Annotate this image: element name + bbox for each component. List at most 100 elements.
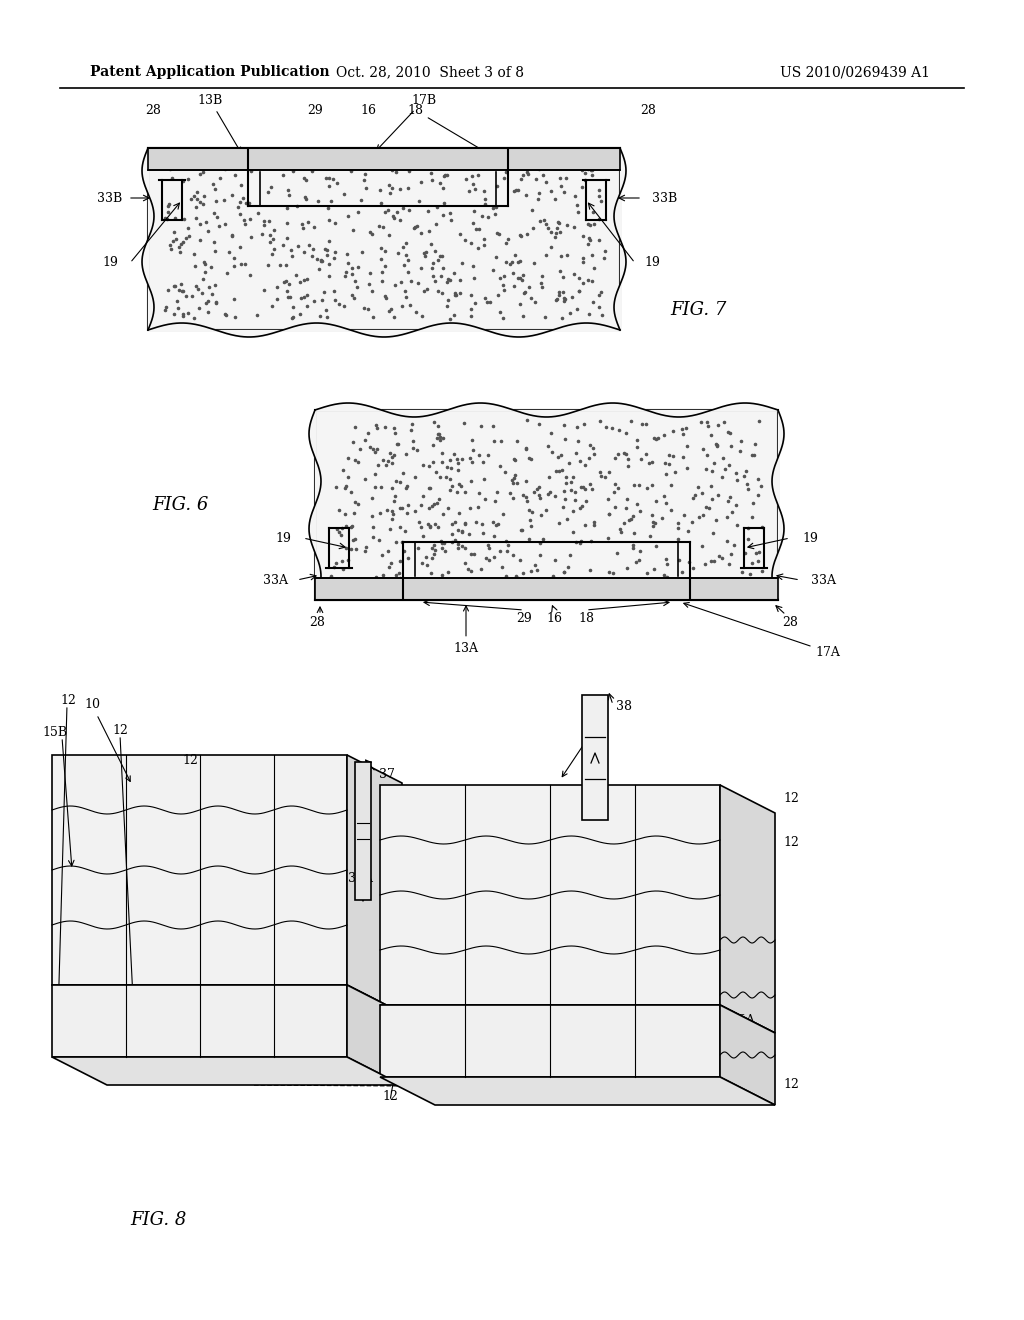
Point xyxy=(478,290,495,312)
Point xyxy=(594,304,610,325)
Point xyxy=(151,945,167,966)
Point xyxy=(519,975,536,997)
Point xyxy=(426,891,442,912)
Point xyxy=(690,803,707,824)
Point xyxy=(420,1043,436,1064)
Point xyxy=(507,246,523,267)
Point xyxy=(160,801,176,822)
Point xyxy=(105,900,122,921)
Point xyxy=(325,168,341,189)
Point xyxy=(702,550,719,572)
Point xyxy=(377,201,393,222)
Point xyxy=(489,787,506,808)
Point xyxy=(536,886,552,907)
Point xyxy=(625,506,641,527)
Point xyxy=(367,463,383,484)
Point xyxy=(474,1045,490,1067)
Point xyxy=(336,183,352,205)
Point xyxy=(285,160,301,181)
Point xyxy=(241,832,257,853)
Point xyxy=(390,1024,407,1045)
Point xyxy=(657,879,674,900)
Point xyxy=(499,540,515,561)
Point xyxy=(558,466,574,487)
Polygon shape xyxy=(347,755,402,1012)
Point xyxy=(327,242,343,263)
Point xyxy=(323,942,339,964)
Point xyxy=(249,795,265,816)
Point xyxy=(573,495,590,516)
Point xyxy=(133,911,150,932)
Point xyxy=(651,879,668,900)
Point xyxy=(292,304,308,325)
Point xyxy=(507,921,523,942)
Point xyxy=(591,296,607,317)
Point xyxy=(451,473,467,494)
Point xyxy=(169,958,185,979)
Point xyxy=(445,304,462,325)
Point xyxy=(532,504,549,525)
Point xyxy=(309,248,326,269)
Point xyxy=(287,768,303,789)
Point xyxy=(426,883,442,904)
Point xyxy=(626,475,642,496)
Point xyxy=(269,994,286,1015)
Point xyxy=(521,276,538,297)
Point xyxy=(193,191,209,213)
Point xyxy=(578,1039,594,1060)
Point xyxy=(136,825,153,846)
Point xyxy=(654,936,671,957)
Point xyxy=(73,800,89,821)
Point xyxy=(605,1049,622,1071)
Point xyxy=(268,846,285,867)
Point xyxy=(399,1045,416,1067)
Point xyxy=(125,998,141,1019)
Point xyxy=(420,201,436,222)
Point xyxy=(85,768,101,789)
Point xyxy=(688,1038,705,1059)
Point xyxy=(700,498,717,519)
Text: 12: 12 xyxy=(182,754,198,767)
Point xyxy=(547,227,563,248)
Point xyxy=(510,887,526,908)
Point xyxy=(695,814,712,836)
Point xyxy=(326,556,342,577)
Point xyxy=(612,519,629,540)
Point xyxy=(260,182,276,203)
Text: 33A: 33A xyxy=(262,573,288,586)
Point xyxy=(528,840,545,861)
Point xyxy=(693,412,710,433)
Point xyxy=(215,912,231,933)
Point xyxy=(437,1043,454,1064)
Point xyxy=(600,799,616,820)
Point xyxy=(390,850,407,871)
Point xyxy=(620,447,636,469)
Point xyxy=(189,279,206,300)
Point xyxy=(499,829,515,850)
Point xyxy=(195,758,211,779)
Point xyxy=(514,520,530,541)
Point xyxy=(381,301,397,322)
Bar xyxy=(148,148,620,170)
Point xyxy=(372,502,388,523)
Point xyxy=(594,841,610,862)
Point xyxy=(189,828,206,849)
Point xyxy=(177,227,194,248)
Point xyxy=(432,426,449,447)
Point xyxy=(591,185,607,206)
Point xyxy=(594,960,610,981)
Point xyxy=(507,449,523,470)
Point xyxy=(669,1018,685,1039)
Point xyxy=(435,942,452,964)
Point xyxy=(484,977,501,998)
Point xyxy=(292,904,308,925)
Point xyxy=(436,1011,453,1032)
Point xyxy=(572,937,589,958)
Point xyxy=(593,190,609,211)
Point xyxy=(266,219,283,240)
Point xyxy=(226,919,243,940)
Point xyxy=(724,502,740,523)
Point xyxy=(245,995,261,1016)
Point xyxy=(462,447,478,469)
Point xyxy=(244,832,260,853)
